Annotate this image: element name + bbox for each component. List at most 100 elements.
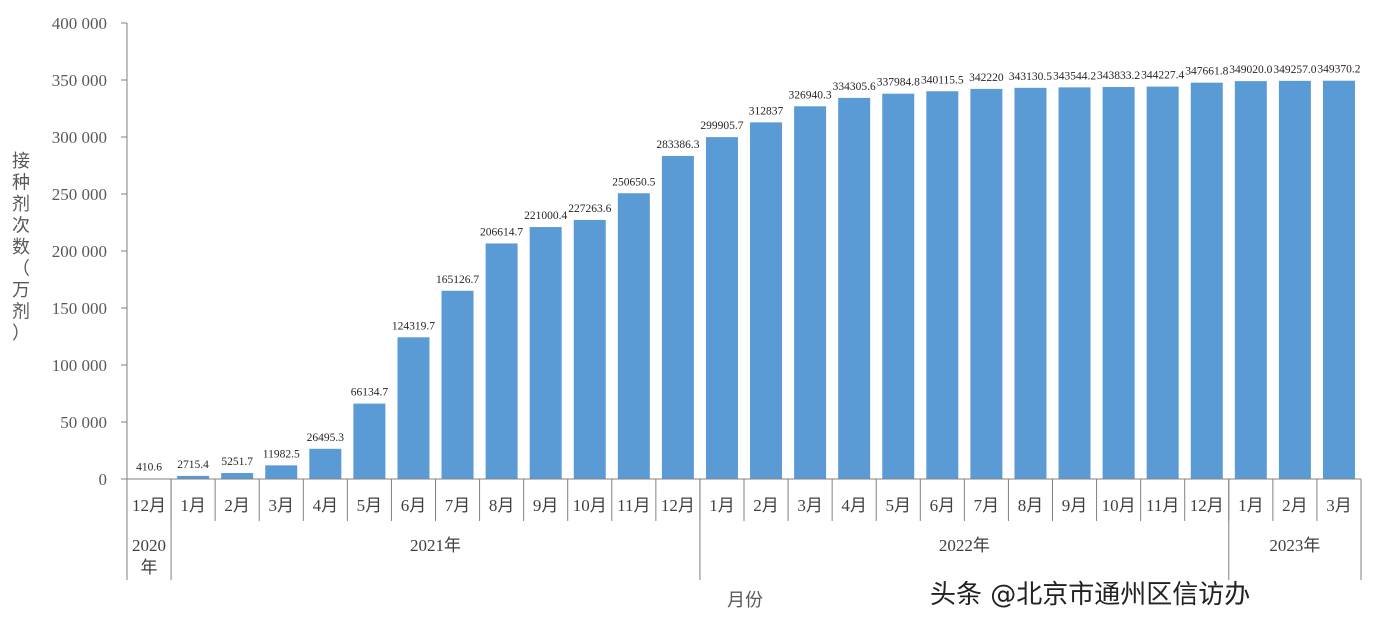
- watermark: 头条 @北京市通州区信访办: [930, 580, 1251, 610]
- data-label: 343130.5: [1009, 71, 1052, 83]
- data-label: 250650.5: [612, 176, 655, 188]
- x-tick-label: 3月: [797, 496, 823, 515]
- x-tick-label: 9月: [1062, 496, 1088, 515]
- x-tick-label: 4月: [841, 496, 867, 515]
- y-axis-title: 接种剂次数（万剂）: [12, 151, 30, 344]
- x-tick-label: 12月: [661, 496, 695, 515]
- bar: [1278, 80, 1311, 480]
- y-tick-label: 250 000: [52, 185, 107, 204]
- data-label: 11982.5: [263, 448, 300, 460]
- x-tick-label: 7月: [445, 496, 471, 515]
- data-label: 299905.7: [700, 120, 743, 132]
- bar: [882, 93, 915, 479]
- x-tick-label: 2月: [753, 496, 779, 515]
- x-tick-label: 7月: [974, 496, 1000, 515]
- data-label: 337984.8: [877, 77, 920, 89]
- x-tick-label: 3月: [269, 496, 295, 515]
- data-labels-group: 410.6 2715.4 5251.7 11982.5 26495.3 66134.7 12…: [136, 64, 1361, 474]
- data-label: 326940.3: [789, 89, 832, 101]
- x-tick-label: 1月: [180, 496, 206, 515]
- data-label: 349020.0: [1229, 64, 1272, 76]
- year-label: 2022年: [939, 536, 990, 555]
- x-tick-label: 6月: [401, 496, 427, 515]
- x-tick-label: 9月: [533, 496, 559, 515]
- bar: [1190, 82, 1223, 479]
- y-tick-label: 200 000: [52, 242, 107, 261]
- x-tick-label: 10月: [573, 496, 607, 515]
- y-tick-label: 350 000: [52, 71, 107, 90]
- data-label: 349370.2: [1317, 64, 1360, 76]
- bar: [970, 88, 1003, 479]
- data-label: 66134.7: [351, 387, 389, 399]
- bar: [1014, 87, 1047, 479]
- data-label: 340115.5: [921, 74, 964, 86]
- x-axis: 12月 1月 2月 3月 4月 5月 6月 7月 8月 9月 10月 11月 12月 1月 2月 3月 4月 5月…: [126, 478, 1362, 580]
- bar: [529, 227, 562, 479]
- x-tick-label: 3月: [1326, 496, 1352, 515]
- bar: [397, 337, 430, 479]
- x-tick-label: 2月: [1282, 496, 1308, 515]
- x-tick-label: 11月: [1146, 496, 1179, 515]
- data-label: 312837: [749, 105, 784, 117]
- bar: [1322, 80, 1355, 480]
- bar: [838, 97, 871, 480]
- data-label: 283386.3: [656, 139, 699, 151]
- bar: [177, 475, 210, 479]
- bar: [661, 155, 694, 479]
- data-label: 344227.4: [1141, 70, 1184, 82]
- data-label: 343544.2: [1053, 70, 1096, 82]
- x-tick-label: 1月: [1238, 496, 1264, 515]
- year-label: 2021年: [410, 536, 461, 555]
- bar: [265, 465, 298, 479]
- data-label: 410.6: [136, 462, 162, 474]
- y-tick-label: 50 000: [60, 413, 107, 432]
- x-tick-label: 12月: [1190, 496, 1224, 515]
- x-tick-label: 8月: [1018, 496, 1044, 515]
- bar: [705, 137, 738, 480]
- bar: [750, 122, 783, 480]
- bar: [1058, 87, 1091, 479]
- x-tick-label: 11月: [617, 496, 650, 515]
- data-label: 349257.0: [1273, 64, 1316, 76]
- bar: [485, 243, 518, 479]
- bar: [794, 106, 827, 479]
- bar: [1102, 87, 1135, 479]
- bar: [1146, 86, 1179, 480]
- x-tick-label: 5月: [886, 496, 912, 515]
- data-label: 206614.7: [480, 226, 523, 238]
- data-label: 343833.2: [1097, 70, 1140, 82]
- x-axis-title: 月份: [727, 590, 763, 611]
- data-label: 221000.4: [524, 210, 567, 222]
- bars-group: [133, 80, 1355, 480]
- bar: [441, 290, 474, 479]
- data-label: 26495.3: [307, 432, 345, 444]
- bar: [926, 91, 959, 479]
- x-tick-label: 4月: [313, 496, 339, 515]
- data-label: 227263.6: [568, 203, 611, 215]
- bar: [617, 193, 650, 479]
- y-axis: 0 50 000 100 000 150 000 200 000 250 000 300 0…: [52, 14, 128, 489]
- x-tick-label: 1月: [709, 496, 735, 515]
- bar: [573, 219, 606, 479]
- y-tick-label: 150 000: [52, 299, 107, 318]
- data-label: 2715.4: [177, 459, 209, 471]
- bar: [309, 448, 342, 479]
- data-label: 342220: [969, 72, 1004, 84]
- bar: [1234, 81, 1267, 480]
- bar: [353, 403, 386, 479]
- data-label: 347661.8: [1185, 66, 1228, 78]
- year-label: 2020 年: [132, 536, 166, 577]
- data-label: 165126.7: [436, 274, 479, 286]
- x-tick-label: 8月: [489, 496, 515, 515]
- y-tick-label: 100 000: [52, 356, 107, 375]
- data-label: 124319.7: [392, 320, 435, 332]
- year-label: 2023年: [1269, 536, 1320, 555]
- y-tick-label: 400 000: [52, 14, 107, 33]
- y-tick-label: 300 000: [52, 128, 107, 147]
- bar: [221, 473, 254, 479]
- data-label: 5251.7: [221, 456, 253, 468]
- x-tick-label: 6月: [930, 496, 956, 515]
- x-tick-label: 12月: [132, 496, 166, 515]
- y-tick-label: 0: [99, 470, 108, 489]
